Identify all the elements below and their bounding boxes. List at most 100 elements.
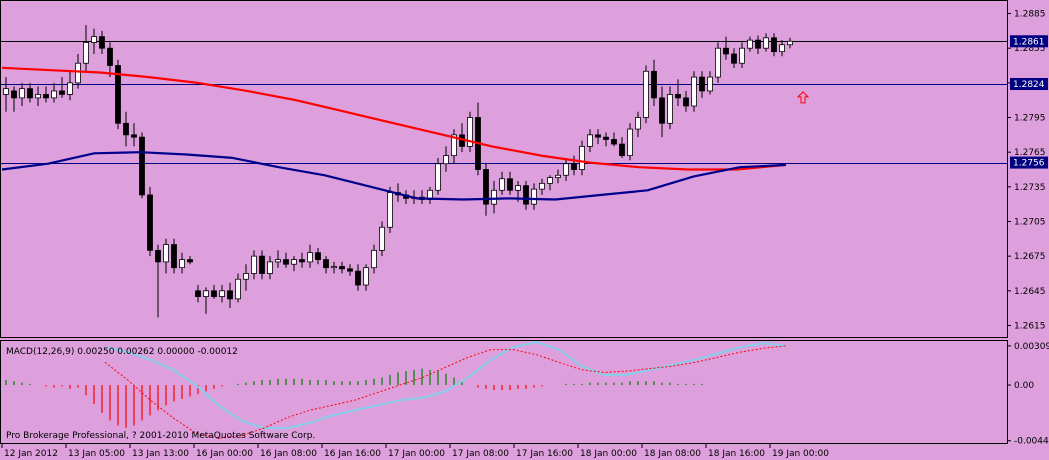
macd-axis: 0.00309 0.00 -0.0044 <box>1007 342 1049 447</box>
price-tag-box <box>1010 35 1048 48</box>
candle-body <box>251 255 257 274</box>
candle-body <box>635 117 641 130</box>
price-tick-label: 1.2765 <box>1014 148 1046 158</box>
macd-histogram <box>5 368 703 429</box>
price-tick-label: 1.2705 <box>1014 217 1046 227</box>
candle-body <box>51 90 57 99</box>
candle-body <box>619 143 625 157</box>
candle-body <box>235 278 241 300</box>
candle-body <box>291 259 297 265</box>
candle-body <box>747 39 753 49</box>
macd-pane-frame <box>0 340 1008 444</box>
candle-body <box>91 36 97 43</box>
candle-body <box>683 97 689 107</box>
candle-body <box>275 259 281 263</box>
candle-body <box>491 189 497 205</box>
time-tick-label: 19 Jan 00:00 <box>772 449 829 459</box>
candle-body <box>147 194 153 251</box>
time-tick-label: 17 Jan 16:00 <box>516 449 573 459</box>
candle-body <box>139 136 145 196</box>
candle-body <box>171 244 177 269</box>
time-tick-label: 18 Jan 00:00 <box>580 449 637 459</box>
price-tick-label: 1.2645 <box>1014 287 1046 297</box>
candle-body <box>307 252 313 263</box>
candle-body <box>211 290 217 297</box>
candle-body <box>163 244 169 263</box>
moving-averages <box>1 66 787 201</box>
time-tick-label: 16 Jan 08:00 <box>260 449 317 459</box>
candle-body <box>35 94 41 99</box>
time-tick-label: 17 Jan 00:00 <box>388 449 445 459</box>
candle-body <box>467 117 473 147</box>
candle-body <box>3 88 9 95</box>
candle-body <box>715 47 721 78</box>
candle-body <box>771 37 777 53</box>
sma-red-line <box>1 66 787 171</box>
candle-body <box>379 226 385 251</box>
candle-body <box>107 47 113 66</box>
candle-body <box>187 259 193 263</box>
candle-body <box>11 90 17 99</box>
price-tag-label: 1.2824 <box>1013 80 1045 90</box>
candle-body <box>123 122 129 136</box>
candle-body <box>195 290 201 297</box>
candle-body <box>243 273 249 280</box>
candle-body <box>723 47 729 55</box>
candle-body <box>731 53 737 64</box>
sma-blue-line <box>1 151 787 201</box>
price-tag-box <box>1010 78 1048 91</box>
candle-body <box>587 134 593 147</box>
candle-body <box>75 62 81 84</box>
candle-body <box>651 70 657 99</box>
candle-body <box>779 44 785 53</box>
price-lines <box>1 41 1007 164</box>
macd-main-line <box>104 340 787 430</box>
candle-body <box>99 36 105 49</box>
price-tick-label: 1.2735 <box>1014 183 1046 193</box>
candle-body <box>19 88 25 99</box>
time-tick-label: 13 Jan 05:00 <box>68 449 125 459</box>
candle-body <box>43 94 49 99</box>
candle-body <box>219 290 225 297</box>
candle-body <box>315 252 321 261</box>
candle-body <box>339 266 345 270</box>
price-tick-label: 1.2885 <box>1014 10 1046 20</box>
time-tick-label: 12 Jan 2012 <box>4 449 58 459</box>
time-tick-label: 13 Jan 13:00 <box>132 449 189 459</box>
candle-body <box>483 169 489 205</box>
price-tag-label: 1.2861 <box>1013 37 1045 47</box>
candle-body <box>323 259 329 269</box>
candle-body <box>667 94 673 124</box>
price-tick-label: 1.2795 <box>1014 114 1046 124</box>
up-arrow-icon <box>796 91 810 104</box>
candle-body <box>67 82 73 95</box>
candle-body <box>499 178 505 191</box>
price-tags: 1.2861 1.2824 1.2756 <box>1010 35 1048 169</box>
candle-body <box>387 192 393 228</box>
candle-body <box>675 94 681 99</box>
candle-body <box>179 259 185 269</box>
macd-signal-line <box>104 345 787 439</box>
candle-body <box>83 42 89 64</box>
candle-body <box>763 37 769 49</box>
macd-tick-label: 0.00309 <box>1014 342 1049 352</box>
price-tick-label: 1.2855 <box>1014 44 1046 54</box>
candle-body <box>283 259 289 265</box>
candle-body <box>371 249 377 269</box>
time-tick-label: 16 Jan 16:00 <box>324 449 381 459</box>
candle-body <box>347 268 353 272</box>
candle-body <box>579 145 585 170</box>
time-tick-label: 17 Jan 08:00 <box>452 449 509 459</box>
candle-body <box>435 163 441 191</box>
main-pane-frame <box>0 0 1008 338</box>
candle-body <box>259 255 265 274</box>
candle-body <box>659 97 665 124</box>
time-axis: 12 Jan 2012 13 Jan 05:00 13 Jan 13:00 16 Ja… <box>1 444 829 459</box>
candle-body <box>355 270 361 286</box>
time-tick-label: 18 Jan 16:00 <box>708 449 765 459</box>
candle-body <box>115 65 121 124</box>
candle-body <box>563 163 569 176</box>
candle-body <box>443 155 449 165</box>
candle-body <box>571 163 577 170</box>
